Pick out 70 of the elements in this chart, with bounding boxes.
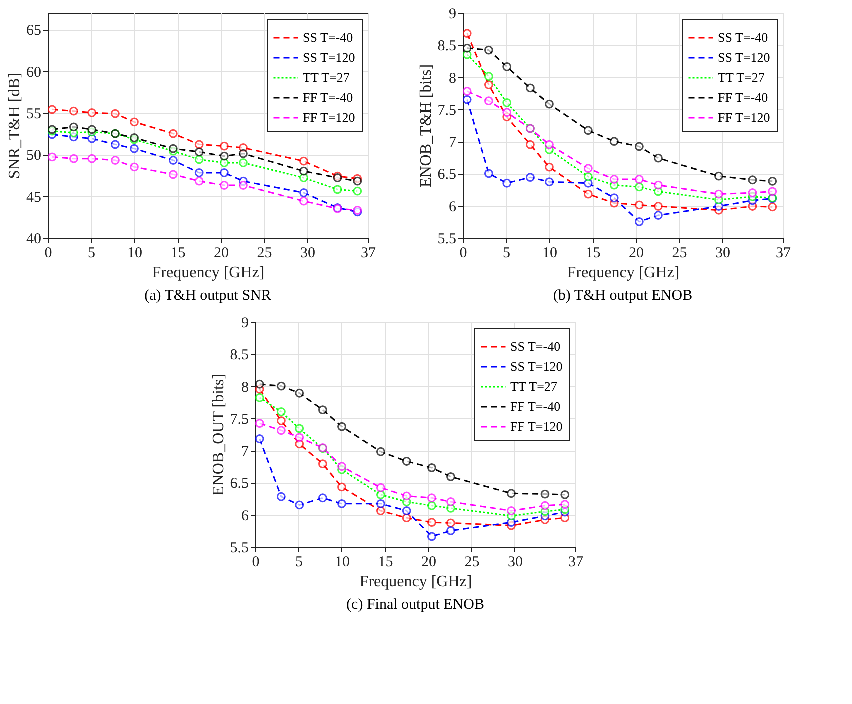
legend-label: TT T=27 [510,379,558,394]
y-tick-label: 6.5 [438,167,456,184]
y-tick-label: 6 [242,508,250,524]
legend-label: FF T=120 [510,419,563,434]
x-tick-label: 15 [170,246,186,262]
x-axis-title: Frequency [GHz] [152,264,265,282]
y-tick-label: 7 [242,444,250,460]
y-tick-label: 9 [449,6,456,22]
legend-label: FF T=120 [718,110,770,125]
y-axis-title: ENOB_OUT [bits] [210,374,228,496]
x-tick-label: 37 [776,246,792,262]
x-tick-label: 25 [464,554,480,570]
legend-label: SS T=-40 [510,339,561,354]
y-tick-label: 5.5 [438,232,456,248]
legend-label: FF T=-40 [510,399,561,414]
x-tick-label: 37 [568,554,584,570]
x-tick-label: 0 [44,246,52,262]
x-axis-title: Frequency [GHz] [567,264,680,282]
y-tick-label: 9 [242,316,249,332]
legend-label: TT T=27 [718,70,766,85]
y-tick-label: 8.5 [230,348,249,364]
x-tick-label: 30 [300,246,316,262]
legend-label: FF T=-40 [718,90,768,105]
y-tick-label: 50 [26,148,42,164]
x-tick-label: 25 [672,246,688,262]
x-tick-label: 10 [542,246,558,262]
text: (b) T&H output ENOB [553,288,693,304]
text: (a) T&H output SNR [144,288,272,304]
x-tick-label: 5 [502,246,510,262]
y-tick-label: 8 [449,70,456,87]
y-tick-label: 6 [449,199,457,216]
y-tick-label: 7.5 [438,102,456,119]
y-tick-label: 7 [449,135,457,152]
x-tick-label: 0 [460,246,468,262]
x-tick-label: 5 [88,246,96,262]
y-tick-label: 40 [26,232,42,248]
text: (c) Final output ENOB [346,597,484,613]
x-tick-label: 15 [586,246,601,262]
y-tick-label: 55 [26,106,42,122]
x-tick-label: 37 [361,246,376,262]
y-tick-label: 7.5 [230,412,249,428]
x-axis-title: Frequency [GHz] [360,574,472,590]
x-tick-label: 15 [378,554,394,570]
legend-label: FF T=120 [303,110,356,125]
x-tick-label: 25 [257,246,272,262]
x-tick-label: 10 [334,554,350,570]
legend-label: SS T=120 [718,50,770,65]
x-tick-label: 30 [508,554,523,570]
y-tick-label: 6.5 [230,476,249,492]
legend-label: SS T=120 [510,359,563,374]
x-tick-label: 20 [421,554,436,570]
x-tick-label: 0 [252,554,260,570]
legend-label: FF T=-40 [303,90,354,105]
x-tick-label: 30 [715,246,730,262]
legend-label: SS T=-40 [303,30,354,45]
x-tick-label: 20 [214,246,229,262]
y-tick-label: 8 [242,380,249,396]
y-tick-label: 5.5 [230,540,249,556]
y-axis-title: ENOB_T&H [bits] [418,64,435,188]
x-tick-label: 20 [628,246,644,262]
y-tick-label: 45 [26,190,42,206]
y-tick-label: 65 [26,23,42,40]
y-tick-label: 8.5 [438,38,456,55]
legend-label: SS T=120 [303,50,356,65]
y-axis-title: SNR_T&H [dB] [6,72,24,180]
y-tick-label: 60 [26,64,42,81]
legend-label: TT T=27 [303,70,350,85]
x-tick-label: 5 [295,554,303,570]
legend-label: SS T=-40 [718,30,768,45]
x-tick-label: 10 [127,246,142,262]
